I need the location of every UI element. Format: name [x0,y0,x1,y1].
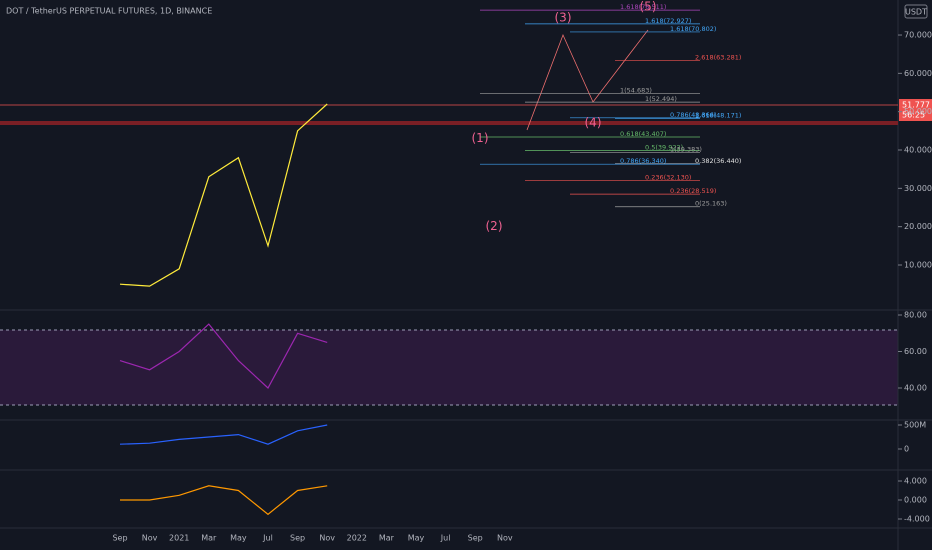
time-label: May [230,534,247,543]
macd-line [120,485,328,516]
wave-label: (5) [640,0,657,14]
y-tick-label: 50.000 [904,107,932,116]
fib-label: 1.618(76.511) [620,3,666,11]
time-label: Nov [319,534,335,543]
y-tick-label: 60.000 [904,69,932,78]
wave-label: (2) [486,219,503,233]
fib-label: 1(54.683) [620,87,652,95]
y-tick-label: 20.000 [904,222,932,231]
time-label: Jul [262,534,273,543]
rsi-line [119,323,328,389]
y-tick-label: 10.000 [904,261,932,270]
time-label: Jul [440,534,451,543]
time-label: 2022 [347,534,367,543]
wave-label: (4) [585,116,602,130]
fib-label: 1.618(70.802) [670,25,716,33]
fib-label: 2.618(63.281) [695,54,741,62]
fib-label: 0.236(32.130) [645,173,691,181]
price-line [119,103,328,287]
fib-label: 1(52.494) [645,95,677,103]
y-tick-label: 0.000 [904,496,927,505]
wave-label: (1) [472,131,489,145]
countdown: 56:25 [902,111,925,120]
time-label: Sep [112,534,127,543]
resistance-zone [0,121,898,125]
y-tick-label: 0 [904,445,909,454]
fib-label: 0.786(48.366) [670,111,716,119]
last-price: 51.777 [902,101,930,110]
time-label: Sep [468,534,483,543]
fib-label: 0.786(36.340) [620,157,666,165]
fib-label: 1.618(48.171) [695,112,741,120]
y-tick-label: 500M [904,421,926,430]
time-label: Mar [201,534,217,543]
y-tick-label: 30.000 [904,184,932,193]
currency-box [904,4,928,19]
y-tick-label: -4.000 [904,515,930,524]
fib-label: 0.618(43.407) [620,130,666,138]
wave-label: (3) [555,10,572,24]
symbol-title: DOT / TetherUS PERPETUAL FUTURES, 1D, BI… [6,7,212,16]
time-label: Mar [379,534,395,543]
time-label: Sep [290,534,305,543]
price-tag [899,99,932,121]
fib-label: 0(25.163) [695,200,727,208]
fib-label: 0.382(36.440) [695,157,741,165]
y-tick-label: 60.00 [904,347,927,356]
projection [526,29,649,131]
y-tick-label: 80.00 [904,311,927,320]
time-label: Nov [142,534,158,543]
rsi-band [0,330,898,405]
time-label: Nov [497,534,513,543]
y-tick-label: 70.000 [904,31,932,40]
y-tick-label: 40.000 [904,146,932,155]
obv-line [119,424,328,445]
fib-label: 1.618(72.927) [645,17,691,25]
fib-label: 1(39.383) [670,145,702,153]
fib-label: 0.236(28.519) [670,187,716,195]
time-label: May [408,534,425,543]
fib-label: 0.5(39.922) [645,143,683,151]
y-tick-label: 40.00 [904,384,927,393]
y-tick-label: 4.000 [904,477,927,486]
currency: USDT [905,8,927,17]
time-label: 2021 [169,534,189,543]
